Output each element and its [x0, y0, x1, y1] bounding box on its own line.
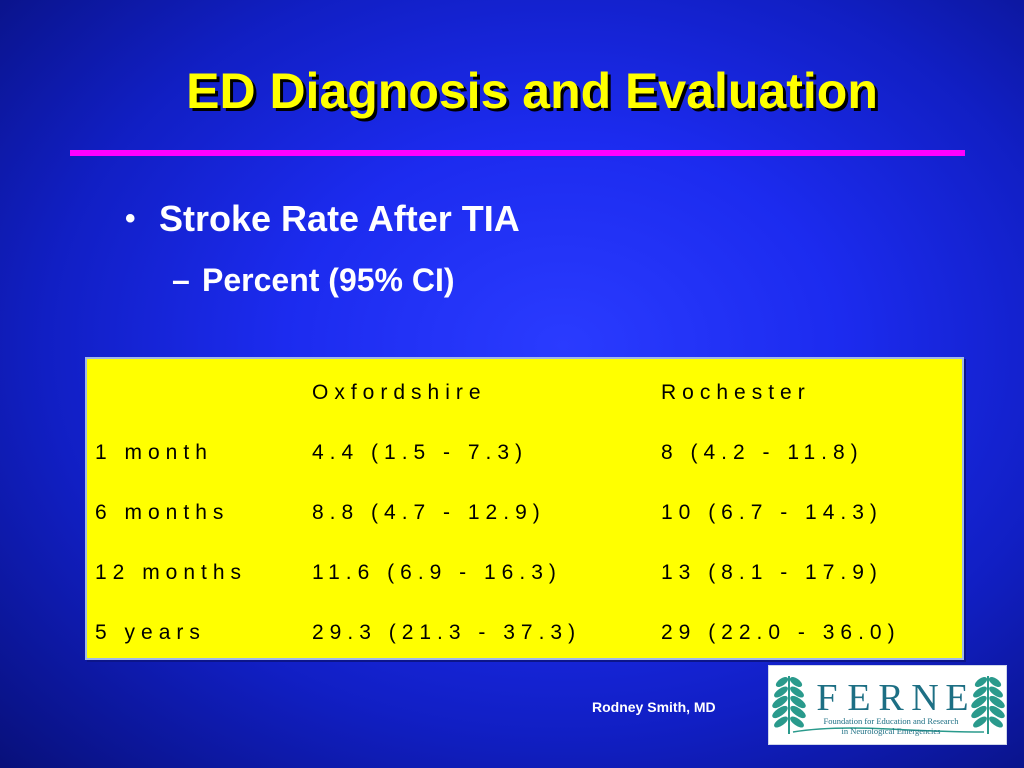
data-table: Oxfordshire Rochester 1 month 4.4 (1.5 -…	[95, 363, 961, 663]
logo-letter: E	[847, 677, 870, 719]
logo-letter: R	[878, 677, 904, 719]
logo-letter: F	[816, 677, 837, 719]
bullet-item: • Stroke Rate After TIA	[125, 198, 520, 240]
author-credit: Rodney Smith, MD	[592, 699, 716, 715]
title-divider	[70, 150, 965, 156]
bullet-text: Stroke Rate After TIA	[159, 198, 520, 239]
oxfordshire-value: 11.6 (6.9 - 16.3)	[312, 561, 562, 584]
logo-swoosh	[792, 727, 985, 733]
row-label: 5 years	[95, 621, 206, 644]
ferne-logo-graphic: F E R N E Foundation for Education and R…	[772, 676, 1005, 736]
rochester-value: 13 (8.1 - 17.9)	[661, 561, 883, 584]
row-label: 1 month	[95, 441, 213, 464]
stroke-rate-table: Oxfordshire Rochester 1 month 4.4 (1.5 -…	[85, 357, 964, 660]
header-cell-rochester: Rochester	[661, 381, 811, 404]
fern-left-icon	[772, 676, 806, 734]
oxfordshire-value: 4.4 (1.5 - 7.3)	[312, 441, 529, 464]
row-label: 6 months	[95, 501, 230, 524]
fern-right-icon	[971, 676, 1005, 734]
sub-bullet-item: – Percent (95% CI)	[172, 262, 455, 299]
header-cell-oxfordshire: Oxfordshire	[312, 381, 487, 404]
header-cell-period	[95, 363, 312, 423]
table-row: 12 months 11.6 (6.9 - 16.3) 13 (8.1 - 17…	[95, 543, 961, 603]
table-header-row: Oxfordshire Rochester	[95, 363, 961, 423]
table-row: 1 month 4.4 (1.5 - 7.3) 8 (4.2 - 11.8)	[95, 423, 961, 483]
table-row: 5 years 29.3 (21.3 - 37.3) 29 (22.0 - 36…	[95, 603, 961, 663]
table-row: 6 months 8.8 (4.7 - 12.9) 10 (6.7 - 14.3…	[95, 483, 961, 543]
ferne-logo: F E R N E Foundation for Education and R…	[768, 665, 1007, 745]
rochester-value: 29 (22.0 - 36.0)	[661, 621, 901, 644]
oxfordshire-value: 8.8 (4.7 - 12.9)	[312, 501, 546, 524]
logo-tagline-line1: Foundation for Education and Research	[823, 716, 959, 726]
sub-bullet-dash-icon: –	[172, 262, 190, 298]
slide-title: ED Diagnosis and Evaluation	[186, 63, 878, 119]
rochester-value: 8 (4.2 - 11.8)	[661, 441, 864, 464]
sub-bullet-text: Percent (95% CI)	[202, 262, 455, 298]
rochester-value: 10 (6.7 - 14.3)	[661, 501, 883, 524]
bullet-dot-icon: •	[125, 202, 136, 235]
logo-letter: E	[945, 677, 968, 719]
row-label: 12 months	[95, 561, 248, 584]
logo-letter: N	[911, 677, 938, 719]
logo-tagline-line2: in Neurological Emergencies	[842, 726, 941, 736]
oxfordshire-value: 29.3 (21.3 - 37.3)	[312, 621, 582, 644]
